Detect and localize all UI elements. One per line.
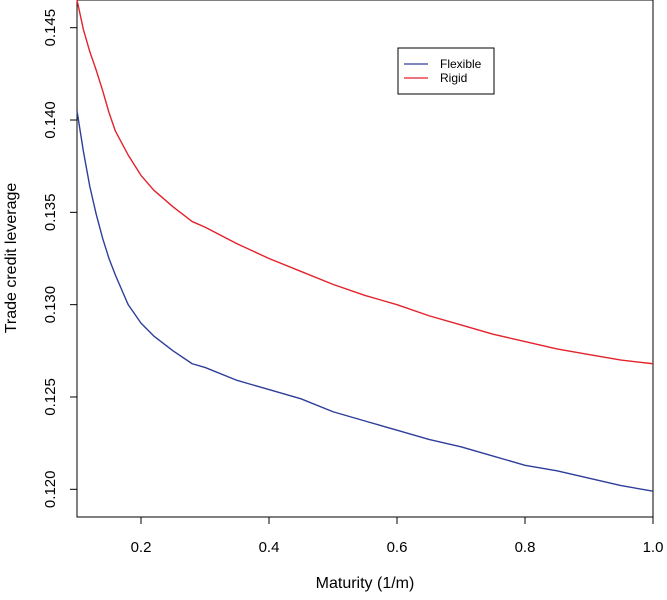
x-tick-label: 0.8	[515, 539, 536, 556]
legend: Flexible Rigid	[397, 47, 495, 95]
legend-label-flexible: Flexible	[440, 57, 482, 71]
y-tick-label: 0.135	[42, 194, 59, 232]
y-tick-label: 0.130	[42, 286, 59, 324]
x-tick-label: 0.6	[387, 539, 408, 556]
series-layer	[76, 0, 654, 492]
x-axis: 0.2 0.4 0.6 0.8 1.0	[131, 517, 664, 556]
y-tick-label: 0.120	[42, 471, 59, 509]
y-axis: 0.120 0.125 0.130 0.135 0.140 0.145	[42, 9, 77, 508]
x-axis-title: Maturity (1/m)	[316, 575, 415, 592]
x-tick-label: 0.4	[259, 539, 280, 556]
y-axis-title: Trade credit leverage	[3, 183, 20, 334]
y-tick-label: 0.145	[42, 9, 59, 47]
legend-box	[397, 47, 495, 95]
legend-label-rigid: Rigid	[440, 71, 467, 85]
series-line-rigid	[76, 0, 654, 365]
x-tick-label: 1.0	[643, 539, 664, 556]
y-tick-label: 0.140	[42, 101, 59, 139]
series-line-flexible	[76, 110, 654, 492]
x-tick-label: 0.2	[131, 539, 152, 556]
plot-frame	[76, 0, 654, 518]
y-tick-label: 0.125	[42, 378, 59, 416]
